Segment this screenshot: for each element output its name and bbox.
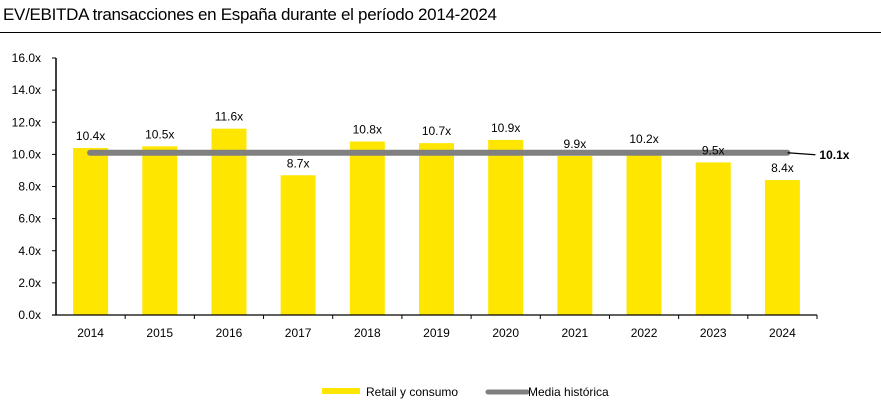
data-label-2022: 10.2x [629, 132, 658, 146]
y-tick-label: 0.0x [18, 308, 41, 322]
y-tick-label: 4.0x [18, 244, 41, 258]
bar-2014 [73, 147, 109, 315]
data-label-2021: 9.9x [564, 137, 587, 151]
data-label-2017: 8.7x [287, 156, 310, 170]
x-tick-label: 2017 [285, 326, 312, 340]
data-label-2014: 10.4x [76, 129, 105, 143]
average-leader-line [787, 152, 816, 156]
bar-2020 [488, 139, 524, 315]
data-label-2015: 10.5x [145, 127, 174, 141]
x-tick-label: 2023 [700, 326, 727, 340]
bar-2015 [142, 146, 178, 315]
bar-2021 [557, 155, 593, 315]
legend-label-retail: Retail y consumo [366, 385, 458, 399]
legend-swatch-retail [322, 388, 360, 394]
legend-label-media: Media histórica [528, 385, 609, 399]
bar-2017 [280, 175, 316, 315]
y-tick-label: 6.0x [18, 212, 41, 226]
x-tick-label: 2019 [423, 326, 450, 340]
chart-title: EV/EBITDA transacciones en España durant… [3, 5, 497, 24]
y-tick-label: 8.0x [18, 180, 41, 194]
bar-2024 [764, 180, 800, 315]
average-label: 10.1x [819, 148, 849, 162]
y-tick-label: 12.0x [12, 115, 41, 129]
x-tick-label: 2016 [216, 326, 243, 340]
bar-2023 [695, 162, 731, 315]
x-tick-label: 2014 [77, 326, 104, 340]
data-label-2019: 10.7x [422, 124, 451, 138]
y-tick-label: 2.0x [18, 276, 41, 290]
x-tick-label: 2024 [769, 326, 796, 340]
y-tick-label: 14.0x [12, 83, 41, 97]
x-tick-label: 2018 [354, 326, 381, 340]
bar-2019 [419, 143, 454, 315]
x-tick-label: 2015 [146, 326, 173, 340]
bar-2022 [626, 151, 662, 315]
x-tick-label: 2022 [631, 326, 658, 340]
data-label-2018: 10.8x [353, 123, 382, 137]
title-underline [0, 32, 881, 33]
x-tick-label: 2020 [492, 326, 519, 340]
data-label-2016: 11.6x [215, 110, 243, 124]
x-tick-label: 2021 [562, 326, 589, 340]
bar-2018 [349, 141, 385, 315]
y-tick-label: 16.0x [12, 51, 41, 65]
y-tick-label: 10.0x [12, 147, 41, 161]
data-label-2020: 10.9x [491, 121, 520, 135]
data-label-2024: 8.4x [771, 161, 794, 175]
data-label-2023: 9.5x [702, 143, 725, 157]
bar-2016 [211, 128, 247, 315]
